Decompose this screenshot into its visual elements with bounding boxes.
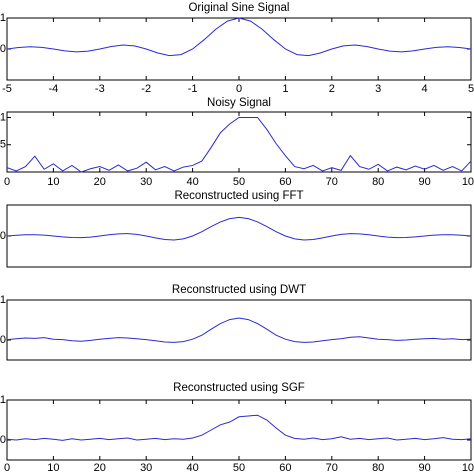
x-tick-label: 3 <box>375 83 381 95</box>
signal-line <box>6 116 472 173</box>
subplot-title: Reconstructed using DWT <box>172 284 306 296</box>
x-tick-label: -3 <box>95 83 105 95</box>
x-tick-label: 90 <box>418 176 430 188</box>
axes-box <box>6 111 472 173</box>
x-tick-label: 40 <box>186 176 198 188</box>
subplot-title: Reconstructed using FFT <box>174 190 303 202</box>
y-tick-label: 0 <box>0 434 6 446</box>
x-tick-label: 20 <box>94 176 106 188</box>
x-tick-label: 60 <box>279 462 291 474</box>
subplot-title: Noisy Signal <box>207 97 271 109</box>
x-tick-label: 0 <box>4 462 10 474</box>
x-tick-label: 50 <box>233 462 245 474</box>
x-tick-label: 5 <box>468 83 474 95</box>
x-tick-label: 80 <box>372 176 384 188</box>
x-tick-label: 0 <box>236 83 242 95</box>
subplot-title: Reconstructed using SGF <box>173 382 305 394</box>
x-tick-label: 100 <box>462 176 474 188</box>
x-tick-label: -5 <box>2 83 12 95</box>
y-tick-label: 0 <box>0 43 6 55</box>
x-tick-label: 30 <box>140 176 152 188</box>
y-tick-label: 1 <box>0 394 6 406</box>
x-tick-label: 4 <box>422 83 428 95</box>
axes-box <box>6 399 472 461</box>
x-tick-label: 0 <box>4 176 10 188</box>
x-tick-label: 100 <box>462 462 474 474</box>
y-tick-label: 1 <box>0 294 6 306</box>
x-tick-label: 60 <box>279 176 291 188</box>
x-tick-label: 70 <box>326 176 338 188</box>
x-tick-label: 80 <box>372 462 384 474</box>
signal-line <box>6 216 472 241</box>
x-tick-label: -1 <box>188 83 198 95</box>
y-tick-label: 0 <box>0 230 6 242</box>
x-tick-label: 10 <box>47 462 59 474</box>
x-tick-label: 90 <box>418 462 430 474</box>
x-tick-label: 30 <box>140 462 152 474</box>
x-tick-label: -4 <box>49 83 59 95</box>
axes-box <box>6 204 472 268</box>
x-tick-label: 70 <box>326 462 338 474</box>
y-tick-label: 0 <box>0 334 6 346</box>
y-tick-label: 1 <box>0 12 6 24</box>
x-tick-label: 2 <box>329 83 335 95</box>
y-tick-label: 1 <box>0 111 6 123</box>
x-tick-label: 40 <box>186 462 198 474</box>
x-tick-label: 10 <box>47 176 59 188</box>
signal-line <box>6 17 472 57</box>
signal-line <box>6 414 472 441</box>
x-tick-label: -2 <box>141 83 151 95</box>
x-tick-label: 50 <box>233 176 245 188</box>
subplot-title: Original Sine Signal <box>188 2 289 14</box>
axes-box <box>6 299 472 361</box>
signal-line <box>6 317 472 343</box>
x-tick-label: 1 <box>282 83 288 95</box>
x-tick-label: 20 <box>94 462 106 474</box>
axes-box <box>6 17 472 81</box>
y-tick-label: 0.5 <box>0 139 6 151</box>
